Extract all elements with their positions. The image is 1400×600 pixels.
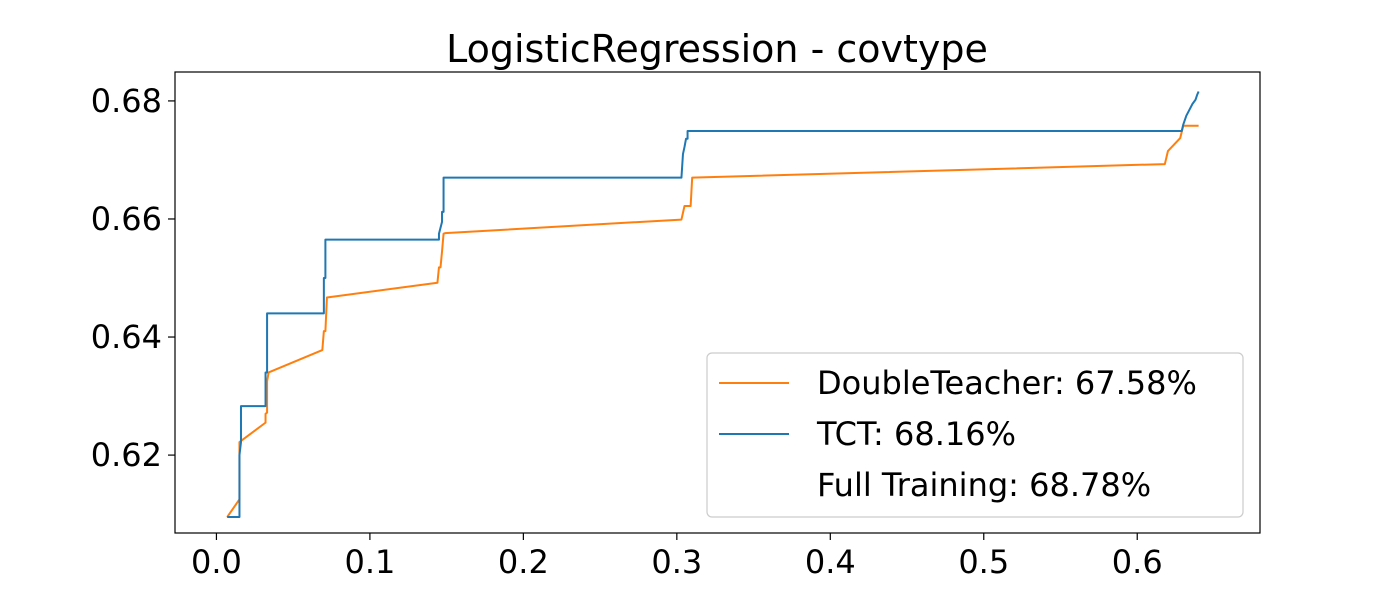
y-axis: 0.62 0.64 0.66 0.68 [91, 82, 175, 474]
plot-frame [174, 71, 1261, 534]
plot-lines [226, 91, 1200, 519]
x-tick-label: 0.3 [651, 543, 702, 581]
legend-frame [706, 352, 1244, 518]
x-tick-label: 0.4 [805, 543, 856, 581]
y-tick-label: 0.68 [91, 82, 162, 120]
chart-title: LogisticRegression - covtype [446, 27, 988, 71]
x-axis: 0.0 0.1 0.2 0.3 0.4 0.5 0.6 [191, 533, 1163, 581]
x-tick-label: 0.5 [958, 543, 1009, 581]
x-tick-label: 0.1 [344, 543, 395, 581]
y-tick-label: 0.62 [91, 436, 162, 474]
legend-label: DoubleTeacher: 67.58% [817, 364, 1197, 402]
legend: DoubleTeacher: 67.58% TCT: 68.16% Full Tra… [706, 352, 1244, 518]
x-tick-label: 0.6 [1112, 543, 1163, 581]
y-tick-label: 0.66 [91, 200, 162, 238]
x-tick-label: 0.2 [498, 543, 549, 581]
y-tick-label: 0.64 [91, 318, 162, 356]
legend-label: TCT: 68.16% [816, 415, 1016, 453]
series-line-0 [226, 124, 1199, 518]
x-tick-label: 0.0 [191, 543, 242, 581]
series-line-1 [227, 91, 1200, 519]
legend-label: Full Training: 68.78% [817, 466, 1151, 504]
